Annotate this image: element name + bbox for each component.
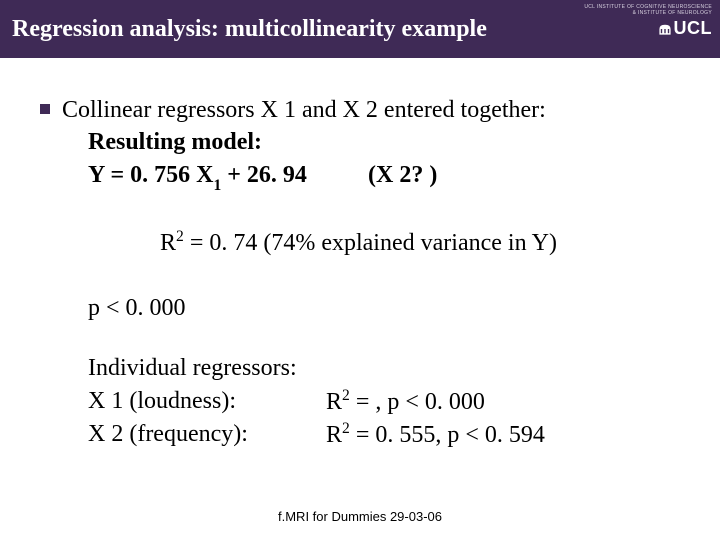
slide-footer: f.MRI for Dummies 29-03-06 [0,509,720,524]
bullet-icon [40,104,50,114]
row-x2-label: X 2 (frequency): [88,418,326,451]
eq-sub: 1 [213,177,221,194]
r2-sup: 2 [176,228,184,245]
model-equation: Y = 0. 756 X1 + 26. 94 (X 2? ) [88,159,557,194]
slide-body: Collinear regressors X 1 and X 2 entered… [0,58,720,540]
p-line: p < 0. 000 [88,292,557,324]
ucl-logo-block: UCL INSTITUTE OF COGNITIVE NEUROSCIENCE … [584,4,712,39]
r2-prefix: R [160,230,176,256]
lead-line: Collinear regressors X 1 and X 2 entered… [62,94,557,126]
row-x2: X 2 (frequency): R2 = 0. 555, p < 0. 594 [88,418,557,451]
r2-line: R2 = 0. 74 (74% explained variance in Y) [88,194,557,292]
individual-header: Individual regressors: [88,352,557,384]
eq-left: Y = 0. 756 X [88,162,213,188]
bullet-block: Collinear regressors X 1 and X 2 entered… [40,94,680,451]
ucl-logo: UCL [658,18,713,39]
slide: Regression analysis: multicollinearity e… [0,0,720,540]
model-label: Resulting model: [88,126,557,158]
r2-text: = 0. 74 (74% explained variance in Y) [184,230,557,256]
row-x1-label: X 1 (loudness): [88,385,326,418]
row-x1: X 1 (loudness): R2 = , p < 0. 000 [88,385,557,418]
body-text: Collinear regressors X 1 and X 2 entered… [62,94,557,451]
eq-right: (X 2? ) [368,159,437,194]
row-x1-value: R2 = , p < 0. 000 [326,385,485,418]
dome-icon [658,22,672,36]
row-x2-value: R2 = 0. 555, p < 0. 594 [326,418,545,451]
eq-left-tail: + 26. 94 [221,162,307,188]
slide-title: Regression analysis: multicollinearity e… [12,16,487,42]
ucl-logo-text: UCL [674,18,713,39]
title-bar: Regression analysis: multicollinearity e… [0,0,720,58]
logo-dept-line2: & INSTITUTE OF NEUROLOGY [633,10,712,16]
